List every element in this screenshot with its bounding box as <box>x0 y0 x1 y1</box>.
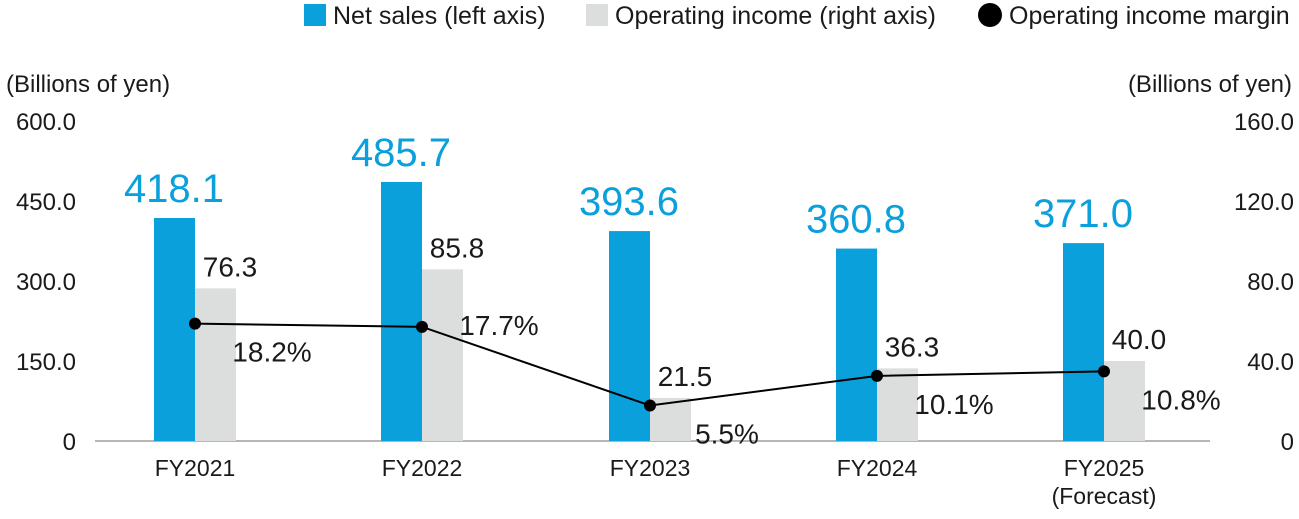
net-sales-bar <box>381 181 422 441</box>
net-sales-value-label: 371.0 <box>1033 192 1133 236</box>
left-axis-tick-label: 300.0 <box>16 269 76 296</box>
operating-income-value-label: 85.8 <box>430 232 485 263</box>
operating-income-bar <box>877 368 918 441</box>
left-axis-tick-label: 0 <box>63 429 76 456</box>
operating-margin-value-label: 10.8% <box>1141 384 1220 415</box>
operating-margin-point <box>1098 365 1110 378</box>
operating-margin-value-label: 10.1% <box>914 389 993 420</box>
category-sublabel: (Forecast) <box>1052 483 1157 509</box>
left-axis-unit-label: (Billions of yen) <box>6 71 170 98</box>
right-axis-tick-label: 160.0 <box>1234 109 1294 136</box>
legend-marker-operating-margin <box>978 3 1002 27</box>
operating-margin-point <box>189 317 201 330</box>
right-axis-tick-label: 0 <box>1281 429 1294 456</box>
category-label: FY2023 <box>610 455 691 481</box>
legend-label-net-sales: Net sales (left axis) <box>333 2 546 30</box>
net-sales-bar <box>609 231 650 441</box>
operating-margin-value-label: 5.5% <box>695 419 759 450</box>
left-axis-tick-label: 600.0 <box>16 109 76 136</box>
operating-margin-point <box>871 369 883 382</box>
left-axis-ticks: 0 150.0 300.0 450.0 600.0 <box>16 109 76 456</box>
operating-margin-line <box>189 317 1110 412</box>
operating-margin-point <box>644 399 656 412</box>
data-labels: 418.1 76.3 485.7 85.8 393.6 21.5 360.8 36.3 371.… <box>124 131 1221 450</box>
operating-margin-value-label: 17.7% <box>459 310 538 341</box>
operating-income-value-label: 21.5 <box>658 361 713 392</box>
operating-income-value-label: 40.0 <box>1112 324 1167 355</box>
operating-income-bar <box>422 269 463 441</box>
operating-income-bar <box>195 288 236 441</box>
net-sales-value-label: 360.8 <box>806 198 906 242</box>
category-label: FY2021 <box>155 455 236 481</box>
right-axis-tick-label: 40.0 <box>1247 349 1294 376</box>
net-sales-bar <box>836 248 877 441</box>
operating-income-bars <box>195 269 1145 441</box>
right-axis-ticks: 0 40.0 80.0 120.0 160.0 <box>1234 109 1294 456</box>
legend-label-operating-income: Operating income (right axis) <box>615 2 936 30</box>
legend-swatch-operating-income <box>586 4 608 26</box>
operating-margin-value-label: 18.2% <box>232 337 311 368</box>
legend-swatch-net-sales <box>304 4 326 26</box>
right-axis-unit-label: (Billions of yen) <box>1128 71 1292 98</box>
operating-income-value-label: 36.3 <box>885 331 940 362</box>
operating-margin-point <box>416 320 428 333</box>
category-label: FY2024 <box>837 455 918 481</box>
legend-label-operating-margin: Operating income margin <box>1009 2 1290 30</box>
legend: Net sales (left axis) Operating income (r… <box>304 2 1290 30</box>
net-sales-value-label: 418.1 <box>124 167 224 211</box>
net-sales-bar <box>154 218 195 441</box>
left-axis-tick-label: 450.0 <box>16 189 76 216</box>
net-sales-bars <box>154 181 1104 441</box>
operating-income-value-label: 76.3 <box>203 251 258 282</box>
operating-income-bar <box>1104 361 1145 441</box>
category-label: FY2022 <box>382 455 463 481</box>
right-axis-tick-label: 80.0 <box>1247 269 1294 296</box>
category-labels: FY2021 FY2022 FY2023 FY2024 FY2025(Forecast) <box>155 455 1157 509</box>
net-sales-value-label: 485.7 <box>351 131 451 175</box>
net-sales-bar <box>1063 243 1104 441</box>
right-axis-tick-label: 120.0 <box>1234 189 1294 216</box>
category-label: FY2025 <box>1064 455 1145 481</box>
left-axis-tick-label: 150.0 <box>16 349 76 376</box>
net-sales-value-label: 393.6 <box>579 180 679 224</box>
